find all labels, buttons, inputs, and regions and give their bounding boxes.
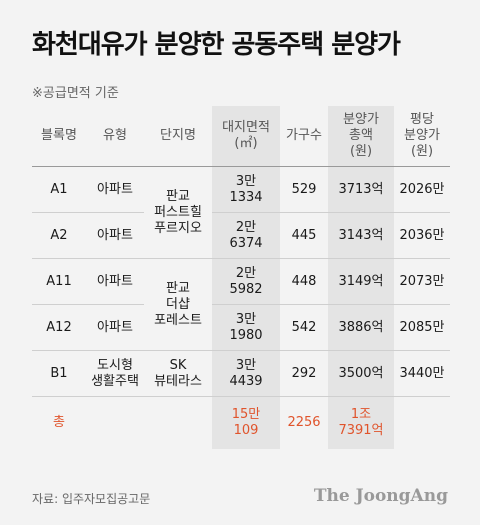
- total-price-cell: 3500억: [328, 350, 394, 397]
- total-households: 2256: [287, 415, 321, 430]
- header-area: 대지면적 (㎡): [212, 106, 280, 167]
- households-cell: 445: [280, 212, 328, 259]
- header-price-per-pyeong: 평당 분양가 (원): [394, 106, 450, 167]
- page-title: 화천대유가 분양한 공동주택 분양가: [32, 30, 401, 60]
- total-price-cell: 3149억: [328, 258, 394, 305]
- header-total-price: 분양가 총액 (원): [328, 106, 394, 167]
- table-row: B1 도시형 생활주택 SK 뷰테라스 3만 4439 292 3500억 3440만: [32, 350, 450, 397]
- type-cell: 도시형 생활주택: [86, 350, 144, 397]
- block-cell: A12: [32, 304, 86, 351]
- table-row: A2 아파트 2만 6374 445 3143억 2036만: [32, 212, 450, 259]
- area-cell: 2만 5982: [212, 258, 280, 305]
- block-cell: A11: [32, 258, 86, 305]
- households-cell: 448: [280, 258, 328, 305]
- complex-cell: 판교 더샵 포레스트: [144, 258, 212, 351]
- total-price-sum: 1조 7391억: [328, 396, 394, 449]
- total-price-cell: 3713억: [328, 166, 394, 213]
- type-cell: 아파트: [86, 258, 144, 305]
- households-cell: 542: [280, 304, 328, 351]
- complex-cell: 판교 퍼스트힐 푸르지오: [144, 166, 212, 259]
- area-cell: 2만 6374: [212, 212, 280, 259]
- header-complex: 단지명: [144, 106, 212, 167]
- header-type: 유형: [86, 106, 144, 167]
- area-cell: 3만 4439: [212, 350, 280, 397]
- price-table: 블록명 유형 단지명 대지면적 (㎡) 가구수 분양가 총액 (원) 평당 분양가 (원)…: [32, 106, 450, 449]
- households-cell: 292: [280, 350, 328, 397]
- price-per-pyeong-cell: 2036만: [394, 212, 450, 259]
- total-area: 15만 109: [212, 396, 280, 449]
- header-households: 가구수: [280, 106, 328, 167]
- block-cell: B1: [32, 350, 86, 397]
- complex-cell: SK 뷰테라스: [144, 350, 212, 397]
- block-cell: A2: [32, 212, 86, 259]
- total-price-cell: 3886억: [328, 304, 394, 351]
- area-cell: 3만 1980: [212, 304, 280, 351]
- table-header-row: 블록명 유형 단지명 대지면적 (㎡) 가구수 분양가 총액 (원) 평당 분양가 (원): [32, 106, 450, 167]
- type-cell: 아파트: [86, 304, 144, 351]
- price-per-pyeong-cell: 2085만: [394, 304, 450, 351]
- table-row: A1 아파트 판교 퍼스트힐 푸르지오 3만 1334 529 3713억 2026만: [32, 166, 450, 259]
- table-row: A11 아파트 판교 더샵 포레스트 2만 5982 448 3149억 2073만: [32, 258, 450, 351]
- header-block: 블록명: [32, 106, 86, 167]
- households-cell: 529: [280, 166, 328, 213]
- price-per-pyeong-cell: 2026만: [394, 166, 450, 213]
- table-row: A12 아파트 3만 1980 542 3886억 2085만: [32, 304, 450, 351]
- price-per-pyeong-cell: 2073만: [394, 258, 450, 305]
- total-price-cell: 3143억: [328, 212, 394, 259]
- block-cell: A1: [32, 166, 86, 213]
- price-per-pyeong-cell: 3440만: [394, 350, 450, 397]
- source-note: 자료: 입주자모집공고문: [32, 492, 151, 506]
- total-row: 총 15만 109 2256 1조 7391억: [32, 396, 450, 449]
- brand-logo: The JoongAng: [313, 486, 448, 506]
- total-label: 총: [53, 415, 65, 430]
- type-cell: 아파트: [86, 166, 144, 213]
- area-basis-note: ※공급면적 기준: [32, 86, 119, 101]
- type-cell: 아파트: [86, 212, 144, 259]
- area-cell: 3만 1334: [212, 166, 280, 213]
